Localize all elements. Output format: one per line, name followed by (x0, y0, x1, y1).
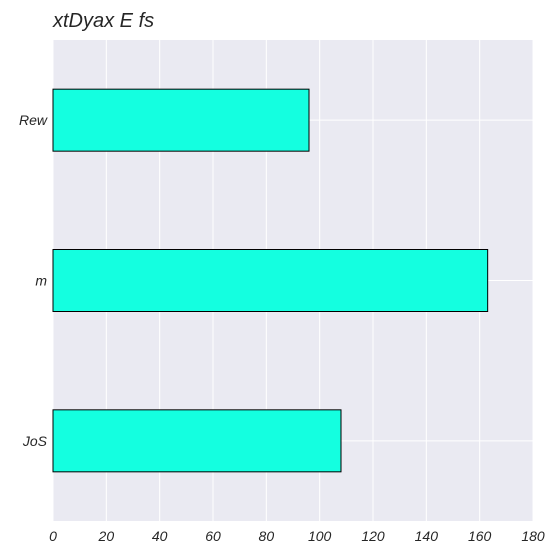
chart-title: xtDyax E fs (53, 10, 155, 32)
y-tick-label: Rew (19, 112, 48, 128)
x-tick-label: 60 (205, 528, 221, 544)
x-tick-label: 0 (49, 528, 57, 544)
x-tick-label: 160 (468, 528, 492, 544)
bar-m (52, 249, 489, 312)
x-tick-label: 100 (308, 528, 332, 544)
bar-JoS (52, 409, 342, 473)
x-tick-label: 180 (521, 528, 545, 544)
bar-Rew (52, 88, 310, 152)
x-tick-label: 20 (98, 528, 115, 544)
x-tick-label: 140 (415, 528, 439, 544)
x-tick-label: 40 (152, 528, 168, 544)
y-tick-label: JoS (22, 433, 48, 449)
y-tick-label: m (35, 273, 47, 289)
x-tick-label: 80 (259, 528, 275, 544)
x-tick-label: 120 (361, 528, 385, 544)
